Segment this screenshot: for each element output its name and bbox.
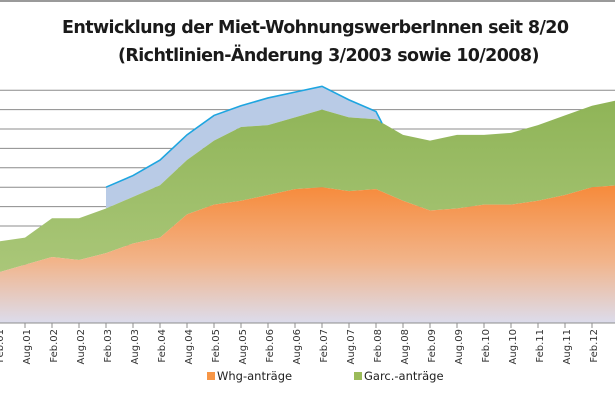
x-tick-label: Feb.01 [0,329,6,363]
area-blue-total [106,86,382,209]
x-tick-label: Feb.07 [319,329,330,363]
chart-title: Entwicklung der Miet-WohnungswerberInnen… [62,18,569,38]
legend-label: Whg-anträge [217,369,293,383]
legend-item-garc: Garc.-anträge [354,369,444,383]
legend-item-whg: Whg-anträge [207,369,292,383]
legend-swatch-green [354,372,362,380]
area-whg-antraege [0,185,615,323]
area-garc-antraege [0,100,615,272]
x-tick-label: Aug.01 [22,329,33,364]
x-tick-label: Aug.03 [130,329,141,364]
x-tick-label: Aug.08 [400,329,411,364]
x-tick-label: Feb.03 [103,329,114,363]
x-tick-label: Aug.11 [562,329,573,364]
x-tick-label: Aug.07 [346,329,357,364]
x-tick-label: Feb.04 [157,329,168,363]
x-tick-label: Feb.02 [49,329,60,363]
x-tick-label: Feb.11 [535,329,546,363]
x-tick-label: Feb.10 [481,329,492,363]
x-tick-label: Aug.05 [238,329,249,364]
chart-subtitle: (Richtlinien-Änderung 3/2003 sowie 10/20… [118,46,539,66]
x-tick-label: Aug.10 [508,329,519,364]
x-tick-label: Aug.02 [76,329,87,364]
x-tick-label: Aug.06 [292,329,303,364]
x-tick-label: Aug.09 [454,329,465,364]
x-tick-label: Feb.12 [589,329,600,363]
x-tick-label: Feb.08 [373,329,384,363]
x-tick-label: Aug.04 [184,329,195,364]
x-tick-label: Feb.06 [265,329,276,363]
legend-swatch-orange [207,372,215,380]
x-tick-label: Feb.05 [211,329,222,363]
x-tick-label: Feb.09 [427,329,438,363]
legend-label: Garc.-anträge [364,369,444,383]
line-blue-total [105,85,383,188]
